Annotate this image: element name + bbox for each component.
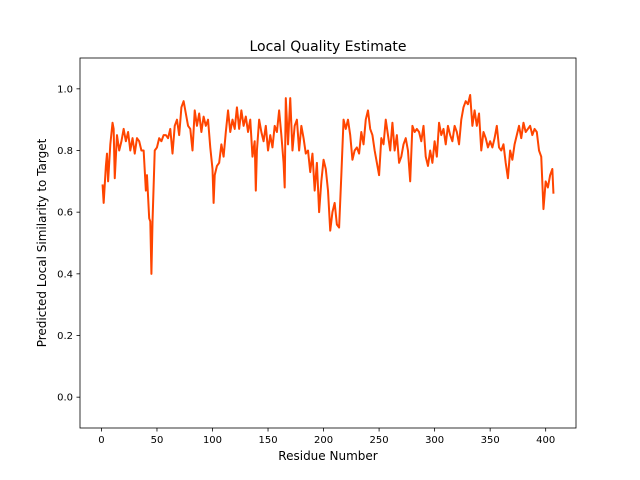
data-line [101,94,555,275]
x-tick-label: 150 [258,435,277,446]
y-tick-label: 0.6 [57,208,73,219]
x-tick-label: 300 [425,435,444,446]
x-tick-label: 200 [314,435,333,446]
x-tick-label: 50 [151,435,164,446]
y-tick-label: 0.0 [57,393,73,404]
x-tick-label: 250 [370,435,389,446]
x-tick-label: 350 [481,435,500,446]
plot-frame [79,57,577,429]
y-tick-label: 0.8 [57,146,73,157]
y-tick-label: 1.0 [57,84,73,95]
x-axis-label: Residue Number [278,449,377,463]
y-tick-label: 0.2 [57,331,73,342]
y-axis-label: Predicted Local Similarity to Target [35,138,49,347]
x-tick-label: 400 [536,435,555,446]
y-tick-label: 0.4 [57,269,73,280]
x-tick-label: 0 [98,435,104,446]
chart-title: Local Quality Estimate [249,39,406,55]
x-tick-label: 100 [203,435,222,446]
